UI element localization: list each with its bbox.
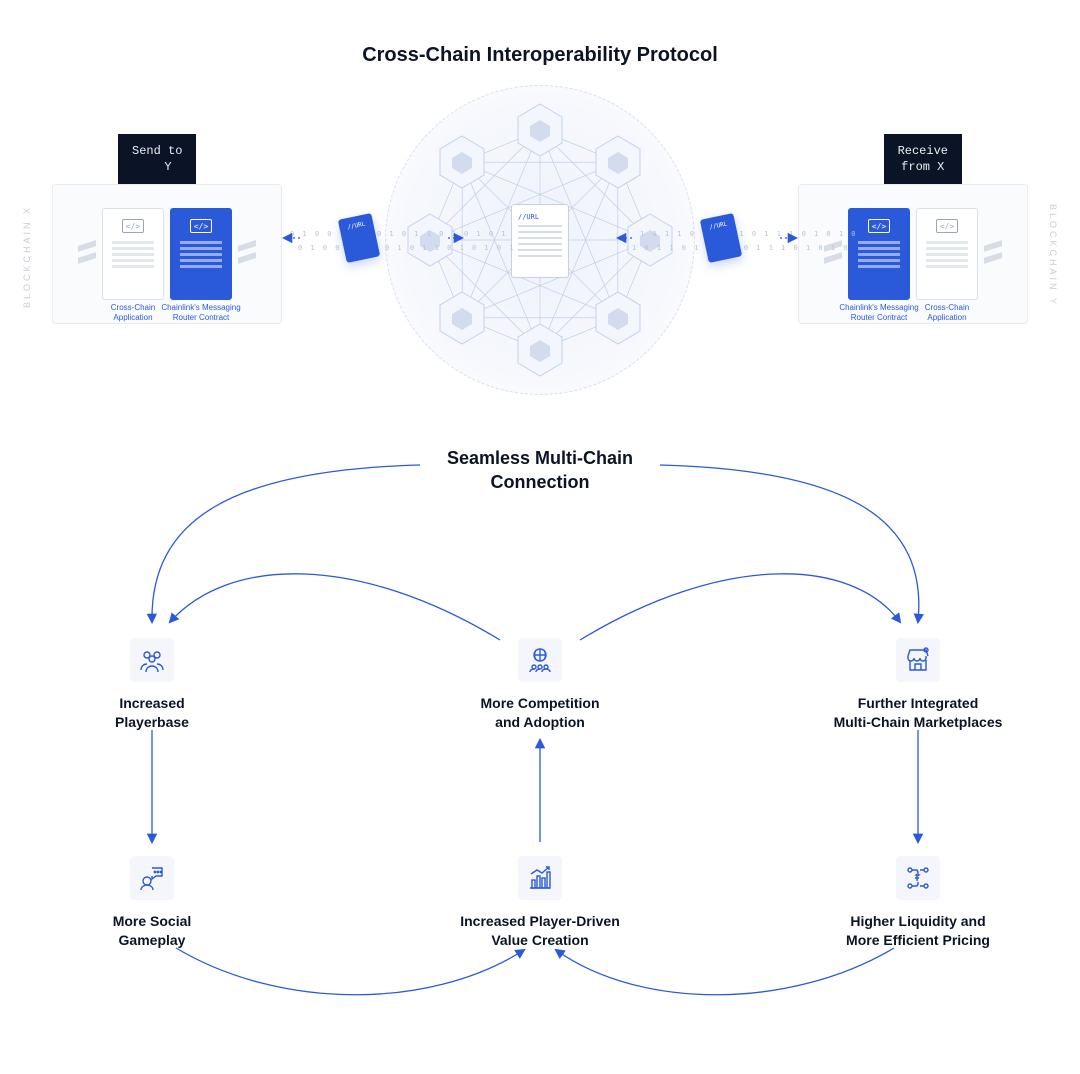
router-doc-left: </> Chainlink's MessagingRouter Contract — [170, 208, 232, 300]
flow-node-label: Further IntegratedMulti-Chain Marketplac… — [818, 694, 1018, 732]
server-icon — [984, 239, 1002, 269]
server-icon — [238, 239, 256, 269]
flow-node-marketplaces: Further IntegratedMulti-Chain Marketplac… — [818, 638, 1018, 732]
network-node-hex — [515, 102, 565, 158]
message-card-left: //URL — [338, 213, 380, 263]
router-doc-label: Chainlink's MessagingRouter Contract — [161, 303, 241, 322]
chat-person-icon — [130, 856, 174, 900]
server-icon — [78, 239, 96, 269]
flow-node-competition: More Competitionand Adoption — [440, 638, 640, 732]
flow-node-playerbase: IncreasedPlayerbase — [52, 638, 252, 732]
binary-stream-left: 0 1 0 0 1 1 1 0 1 0 1 1 0 1 0 1 0 1 — [290, 230, 508, 238]
send-to-y-tag: Send to Y — [118, 134, 196, 185]
blockchain-x-label: BLOCKCHAIN X — [22, 205, 32, 308]
flow-node-label: IncreasedPlayerbase — [52, 694, 252, 732]
flow-node-label: More SocialGameplay — [52, 912, 252, 950]
liquidity-icon — [896, 856, 940, 900]
blockchain-y-label: BLOCKCHAIN Y — [1048, 204, 1058, 307]
subtitle-l2: Connection — [491, 472, 590, 492]
app-doc-left: </> Cross-ChainApplication — [102, 208, 164, 300]
subtitle-l1: Seamless Multi-Chain — [447, 448, 633, 468]
flow-node-value: Increased Player-DrivenValue Creation — [440, 856, 640, 950]
network-node-hex — [625, 212, 675, 268]
network-node-hex — [515, 322, 565, 378]
blockchain-x-panel: </> Cross-ChainApplication </> Chainlink… — [52, 184, 282, 324]
flow-node-liquidity: Higher Liquidity andMore Efficient Prici… — [818, 856, 1018, 950]
flow-node-label: Higher Liquidity andMore Efficient Prici… — [818, 912, 1018, 950]
app-doc-right: </> Cross-ChainApplication — [916, 208, 978, 300]
store-icon — [896, 638, 940, 682]
network-node-hex — [437, 290, 487, 346]
message-card-right: //URL — [700, 213, 742, 263]
flow-node-social: More SocialGameplay — [52, 856, 252, 950]
globe-users-icon — [518, 638, 562, 682]
flow-node-label: Increased Player-DrivenValue Creation — [440, 912, 640, 950]
receive-from-x-tag: Receivefrom X — [884, 134, 962, 185]
flow-node-label: More Competitionand Adoption — [440, 694, 640, 732]
subtitle: Seamless Multi-Chain Connection — [0, 446, 1080, 495]
binary-stream-right: 1 0 1 1 0 1 0 0 1 0 1 1 1 0 1 0 1 0 — [640, 230, 858, 238]
app-doc-label: Cross-ChainApplication — [907, 303, 987, 322]
main-title: Cross-Chain Interoperability Protocol — [0, 44, 1080, 67]
network-node-hex — [593, 134, 643, 190]
network-node-hex — [405, 212, 455, 268]
binary-stream-left-2: 0 1 0 0 1 1 1 0 1 0 1 1 0 1 0 1 0 1 — [298, 244, 516, 252]
blockchain-y-panel: </> Chainlink's MessagingRouter Contract… — [798, 184, 1028, 324]
router-doc-right: </> Chainlink's MessagingRouter Contract — [848, 208, 910, 300]
network-node-hex — [437, 134, 487, 190]
users-icon — [130, 638, 174, 682]
network-node-hex — [593, 290, 643, 346]
center-contract-doc: //URL — [511, 204, 569, 278]
chart-icon — [518, 856, 562, 900]
